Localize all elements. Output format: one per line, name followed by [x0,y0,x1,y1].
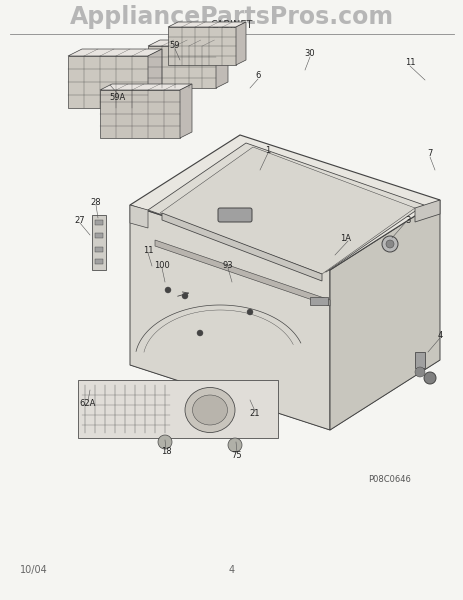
Polygon shape [236,22,245,65]
Circle shape [227,438,242,452]
Polygon shape [130,295,439,430]
Bar [92,215,106,270]
Bar [78,380,277,438]
Text: 4: 4 [228,565,235,575]
Text: 11: 11 [143,245,153,254]
Text: 75: 75 [231,451,242,460]
FancyBboxPatch shape [218,208,251,222]
Polygon shape [216,40,227,88]
Polygon shape [155,240,329,306]
Circle shape [158,435,172,449]
Circle shape [385,240,393,248]
Ellipse shape [185,388,234,433]
Polygon shape [148,49,162,108]
Bar [95,233,103,238]
Circle shape [381,236,397,252]
Polygon shape [100,84,192,90]
Polygon shape [414,352,424,368]
Text: P08C0646: P08C0646 [368,475,411,484]
Text: 27: 27 [75,215,85,224]
Polygon shape [100,90,180,138]
Polygon shape [130,205,329,430]
Text: 6: 6 [255,71,260,80]
Circle shape [197,330,203,336]
Polygon shape [148,46,216,88]
Polygon shape [148,143,423,272]
Bar [309,297,327,305]
Circle shape [165,287,171,293]
Polygon shape [130,135,439,270]
Bar [95,259,103,264]
Polygon shape [130,205,148,228]
Text: 1: 1 [265,146,270,155]
Text: 59: 59 [169,41,180,50]
Polygon shape [160,147,414,274]
Text: 11: 11 [404,58,414,67]
Bar [95,247,103,252]
Bar [95,220,103,225]
Text: AppliancePartsPros.com: AppliancePartsPros.com [70,5,393,29]
Polygon shape [180,84,192,138]
Text: 30: 30 [304,49,315,58]
Text: 18: 18 [160,448,171,457]
Polygon shape [329,200,439,430]
Polygon shape [414,200,439,222]
Polygon shape [168,22,245,27]
Text: 62A: 62A [80,400,96,409]
Text: 59A: 59A [110,92,126,101]
Text: 100: 100 [154,260,169,269]
Text: 1A: 1A [340,233,351,242]
Circle shape [181,293,188,299]
Circle shape [246,309,252,315]
Polygon shape [68,56,148,108]
Polygon shape [162,213,321,281]
Text: CABINET: CABINET [210,20,253,30]
Text: 10/04: 10/04 [20,565,48,575]
Polygon shape [168,27,236,65]
Text: 4: 4 [437,331,442,340]
Polygon shape [148,40,227,46]
Text: 21: 21 [249,409,260,419]
Text: 7: 7 [426,149,432,158]
Circle shape [414,367,424,377]
Text: 28: 28 [90,197,101,206]
Circle shape [423,372,435,384]
Text: 93: 93 [222,260,233,269]
Text: 3: 3 [405,215,410,224]
Polygon shape [68,49,162,56]
Ellipse shape [192,395,227,425]
